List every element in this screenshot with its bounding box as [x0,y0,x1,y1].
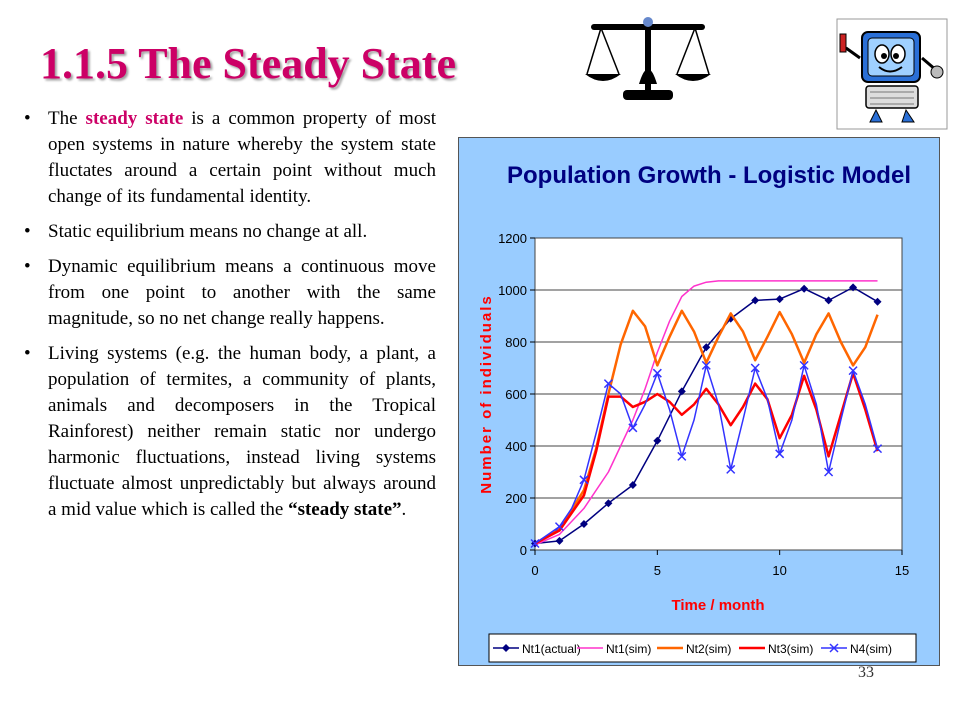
bullet-item: Dynamic equilibrium means a continuous m… [24,254,436,332]
data-point-x [603,379,613,389]
bullet-list: The steady state is a common property of… [24,106,436,532]
highlight-term: steady state [85,108,184,129]
page-number: 33 [858,664,874,681]
y-tick-label: 200 [505,491,527,506]
y-axis-label: Number of individuals [478,294,495,494]
data-point-diamond [653,436,662,445]
data-point-diamond [604,499,613,508]
data-point-x [775,449,785,459]
chart-title: Population Growth - Logistic Model [507,162,911,189]
y-tick-label: 400 [505,439,527,454]
data-point-diamond [702,343,711,352]
data-point-diamond [800,284,809,293]
data-point-x [554,522,564,532]
data-point-diamond [775,295,784,304]
series-line [534,364,879,545]
data-point-diamond [677,387,686,396]
y-tick-label: 1000 [498,283,527,298]
data-point-x [652,368,662,378]
bullet-item: Static equilibrium means no change at al… [24,219,436,245]
data-point-diamond [502,644,510,652]
data-point-x [726,464,736,474]
data-point-diamond [555,536,564,545]
data-point-x [628,423,638,433]
series-0 [531,283,882,548]
bullet-item: Living systems (e.g. the human body, a p… [24,341,436,523]
series-line [534,309,879,545]
x-tick-label: 15 [895,563,909,578]
data-point-x [873,444,883,454]
y-tick-label: 1200 [498,231,527,246]
data-point-x [701,360,711,370]
x-tick-label: 10 [772,563,786,578]
data-point-x [824,467,834,477]
scales-icon [585,17,711,100]
legend-label: Nt1(sim) [606,642,651,656]
y-tick-label: 0 [520,543,527,558]
data-point-x [530,538,540,549]
cartoon-computer-icon [836,18,948,130]
data-point-x [750,363,760,373]
bullet-item: The steady state is a common property of… [24,106,436,210]
axis-layer: 0 200 400 600 800 1000 1200 0 5 10 15 [498,231,909,578]
data-point-x [677,451,687,461]
series-2 [534,309,879,545]
legend-label: N4(sim) [850,642,892,656]
legend-label: Nt3(sim) [768,642,813,656]
data-point-diamond [751,296,760,305]
data-point-diamond [579,520,588,528]
legend-label: Nt1(actual) [522,642,581,656]
legend: Nt1(actual) Nt1(sim) Nt2(sim) Nt3(sim) N4(si… [488,633,917,663]
y-tick-label: 600 [505,387,527,402]
slide-title: 1.1.5 The Steady State [40,39,456,88]
y-tick-label: 800 [505,335,527,350]
series-1 [534,280,878,546]
x-tick-label: 0 [531,563,538,578]
series-4 [530,360,883,549]
x-tick-label: 5 [654,563,661,578]
data-point-x [829,643,839,653]
legend-label: Nt2(sim) [686,642,731,656]
data-point-x [799,360,809,370]
data-point-diamond [628,481,637,489]
data-point-x [848,366,858,376]
population-chart: Population Growth - Logistic Model 0 200 4… [478,162,917,663]
data-point-diamond [873,297,882,306]
data-point-diamond [849,283,858,292]
x-axis-label: Time / month [671,597,764,614]
data-point-diamond [824,296,833,305]
data-point-x [579,475,589,485]
bold-term: “steady state” [288,499,402,520]
series-line [534,280,878,546]
chart-panel: Population Growth - Logistic Model 0 200 4… [458,137,940,666]
series-layer [530,280,883,549]
